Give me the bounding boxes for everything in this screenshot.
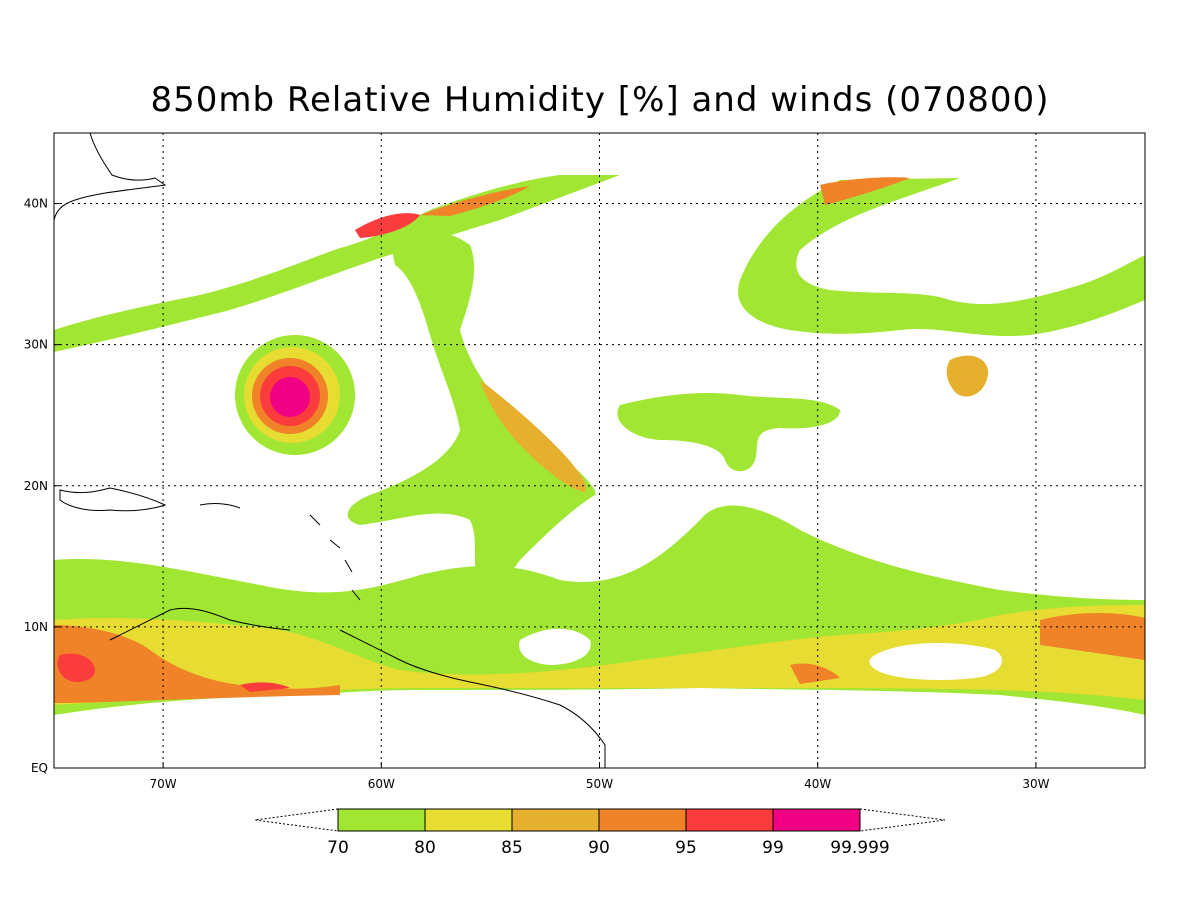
humidity-field [54,175,1145,715]
rh-swirl-northeast-orange [820,177,910,205]
colorbar-label: 90 [588,838,610,858]
lon-label: 40W [804,777,831,791]
rh-band-northwest [54,175,620,352]
colorbar-swatch-90 [598,808,687,832]
rh-patch-central [617,393,840,472]
colorbar-left-arrow [254,808,339,832]
lon-label: 30W [1022,777,1049,791]
coastline-lesser-antilles [309,514,361,601]
colorbar-swatch-85 [511,808,600,832]
coastline-north-america [54,133,167,221]
lat-label: 10N [24,620,48,634]
rh-swirl-northeast [738,178,1145,337]
colorbar-label: 99 [762,838,784,858]
coastline-greater-antilles [59,487,167,512]
colorbar-swatch-99 [772,808,861,832]
map-title: 850mb Relative Humidity [%] and winds (0… [150,80,1050,120]
rh-storm-core [270,377,310,417]
lat-label: EQ [31,761,48,775]
rh-band-northwest-orange [420,186,530,216]
rh-central-band [347,230,596,593]
colorbar-label: 70 [327,838,349,858]
lat-label: 20N [24,479,48,493]
rh-band-south-red [57,653,290,692]
rh-band-south-orange [54,625,340,703]
graticule [54,133,1145,768]
rh-patch-east-small [946,355,989,397]
rh-pocket-white-2 [519,628,591,665]
coastline-south-america [109,607,606,768]
latitude-labels: EQ 10N 20N 30N 40N [24,197,60,775]
lat-label: 40N [24,197,48,211]
coastline-puerto-rico [199,503,241,509]
lon-label: 50W [586,777,613,791]
rh-band-south-east-orange [790,613,1145,684]
colorbar-swatch-80 [424,808,513,832]
rh-band-northwest-red [355,213,420,238]
colorbar-label: 85 [501,838,523,858]
lon-label: 70W [150,777,177,791]
lon-label: 60W [368,777,395,791]
colorbar-swatch-95 [685,808,774,832]
colorbar-label: 95 [675,838,697,858]
rh-central-band-yellow [480,380,586,492]
rh-pocket-white [869,643,1003,680]
colorbar-label: 80 [414,838,436,858]
lat-label: 30N [24,338,48,352]
rh-band-south-yellow [54,605,1145,705]
colorbar-label: 99.999 [830,838,889,858]
colorbar-right-arrow [859,808,946,832]
colorbar: 70 80 85 90 95 99 99.999 [254,808,946,858]
colorbar-swatch-70 [337,808,426,832]
longitude-labels: 70W 60W 50W 40W 30W [150,762,1050,791]
